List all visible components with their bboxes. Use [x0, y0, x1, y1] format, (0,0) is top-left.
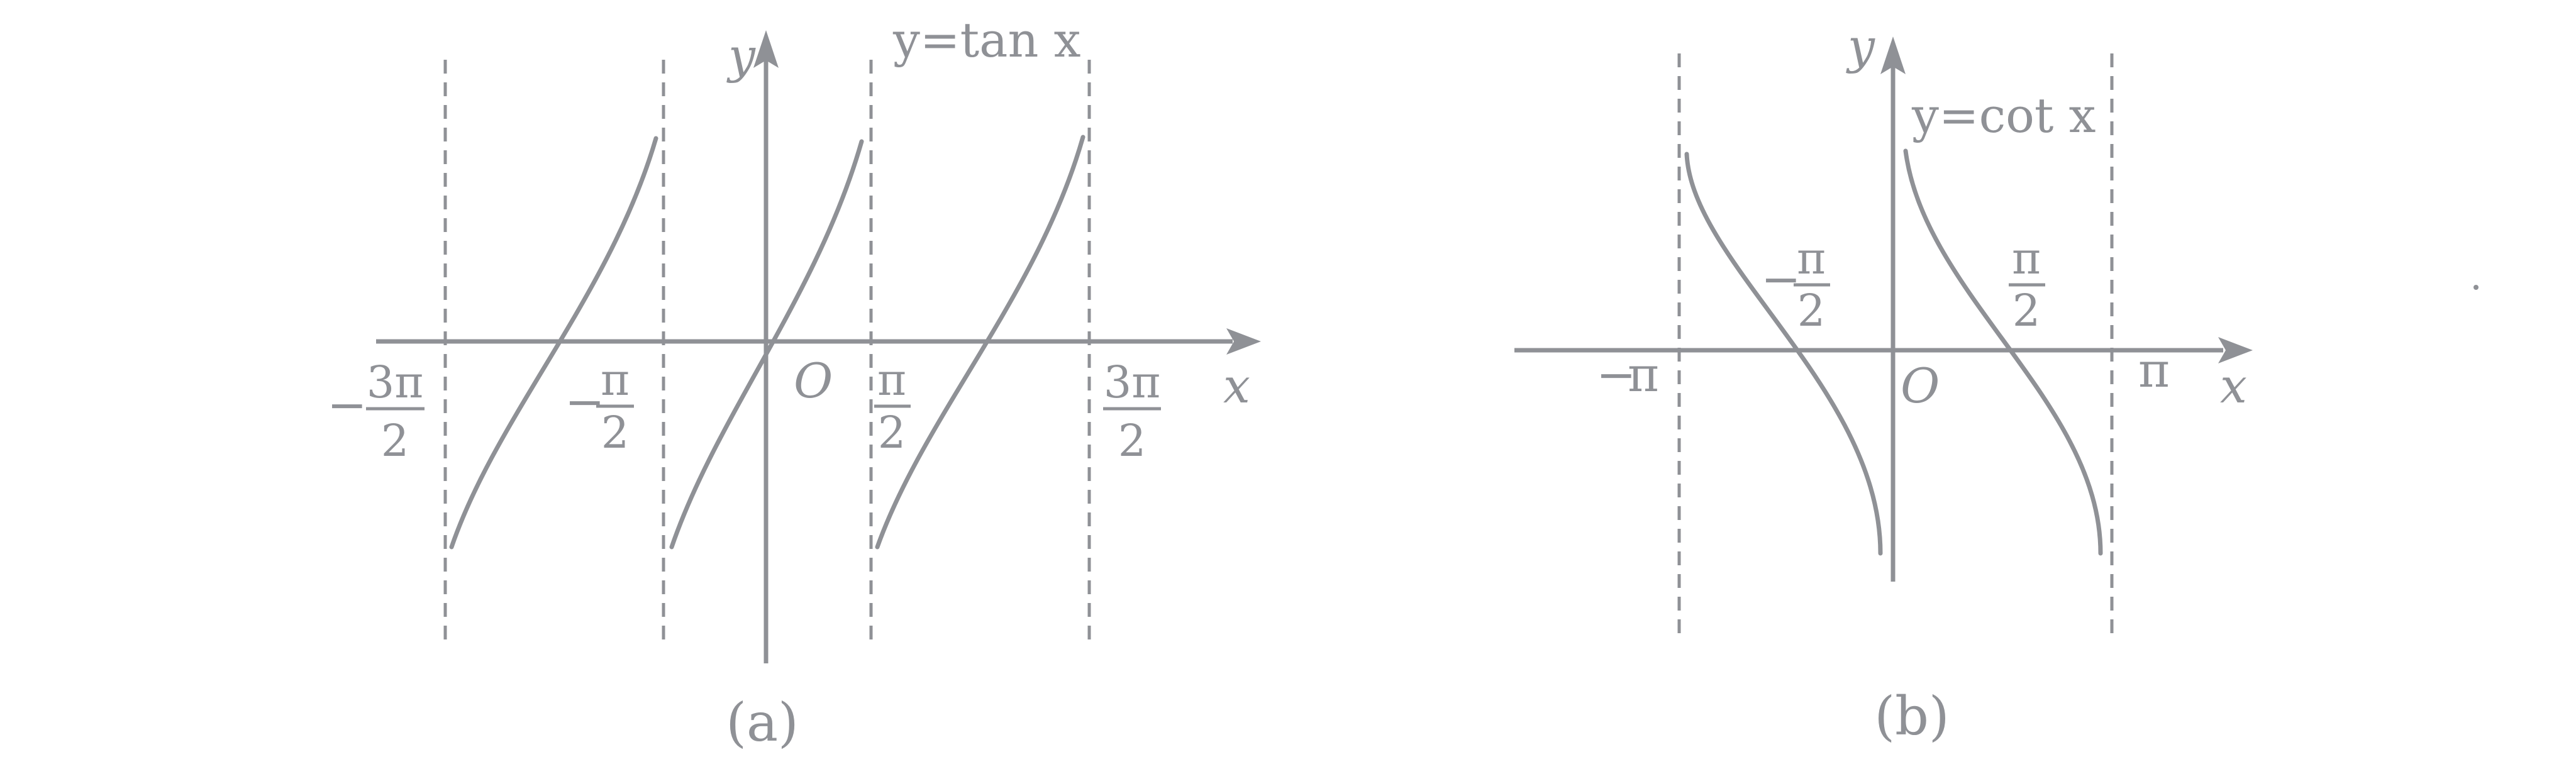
panel-a-tick-neg-3pi-over-2: − 3π 2	[327, 357, 425, 467]
panel-a-function-label: y=tan x	[892, 12, 1080, 68]
panel-b-origin-label: O	[1901, 358, 1940, 414]
svg-text:−: −	[327, 377, 367, 433]
svg-text:2: 2	[1118, 415, 1146, 467]
panel-a-x-axis-arrow-icon	[1226, 328, 1261, 355]
svg-text:2: 2	[381, 415, 409, 467]
panel-a-origin-label: O	[794, 353, 833, 409]
panel-b-cot-branch-left	[1684, 152, 1883, 556]
panel-a-tick-neg-pi-over-2: − π 2	[565, 354, 634, 458]
panel-a-tick-pi-over-2: π 2	[874, 354, 911, 458]
panel-b-tick-neg-pi: − π	[1596, 346, 1659, 402]
panel-b-x-axis-arrow-icon	[2218, 337, 2253, 363]
panel-b-tick-pi-over-2: π 2	[2009, 233, 2045, 336]
panel-a-y-axis-label: y	[726, 28, 756, 84]
svg-text:−: −	[1761, 251, 1801, 307]
panel-b-cot-branch-right	[1903, 148, 2103, 556]
svg-text:2: 2	[1797, 285, 1826, 336]
panel-a-tan-branch-right	[875, 135, 1085, 550]
svg-text:3π: 3π	[1104, 357, 1161, 408]
panel-a-tan-graph: y x O y=tan x (a) − 3π 2 − π 2 π 2 3π 2	[327, 12, 1261, 753]
svg-text:−: −	[565, 373, 605, 429]
stray-dot	[2473, 285, 2479, 290]
panel-a-x-axis-label: x	[1223, 358, 1250, 414]
svg-text:2: 2	[601, 407, 630, 458]
panel-a-tick-3pi-over-2: 3π 2	[1103, 357, 1161, 467]
panel-b-function-label: y=cot x	[1911, 87, 2096, 143]
panel-a-tan-branch-center	[669, 139, 864, 550]
panel-b-y-axis-arrow-icon	[1880, 36, 1906, 74]
svg-text:π: π	[601, 354, 630, 406]
svg-text:π: π	[1797, 233, 1826, 284]
panel-a-tan-branch-left	[449, 136, 658, 550]
svg-text:π: π	[2138, 342, 2170, 398]
svg-text:π: π	[1628, 346, 1659, 402]
panel-a-y-axis-arrow-icon	[753, 30, 779, 68]
panel-a-caption: (a)	[726, 692, 799, 753]
svg-text:π: π	[2012, 233, 2041, 284]
panel-b-x-axis-label: x	[2220, 358, 2247, 414]
panel-b-tick-neg-pi-over-2: − π 2	[1761, 233, 1830, 336]
svg-text:π: π	[877, 354, 906, 406]
panel-b-cot-graph: y x O y=cot x (b) − π − π 2 π 2 π	[1514, 18, 2253, 747]
panel-b-tick-pi: π	[2138, 342, 2170, 398]
svg-text:2: 2	[878, 407, 906, 458]
svg-text:−: −	[1596, 346, 1636, 402]
panel-b-y-axis-label: y	[1846, 18, 1875, 74]
svg-text:3π: 3π	[367, 357, 424, 408]
svg-text:2: 2	[2012, 285, 2041, 336]
panel-b-caption: (b)	[1874, 685, 1949, 747]
